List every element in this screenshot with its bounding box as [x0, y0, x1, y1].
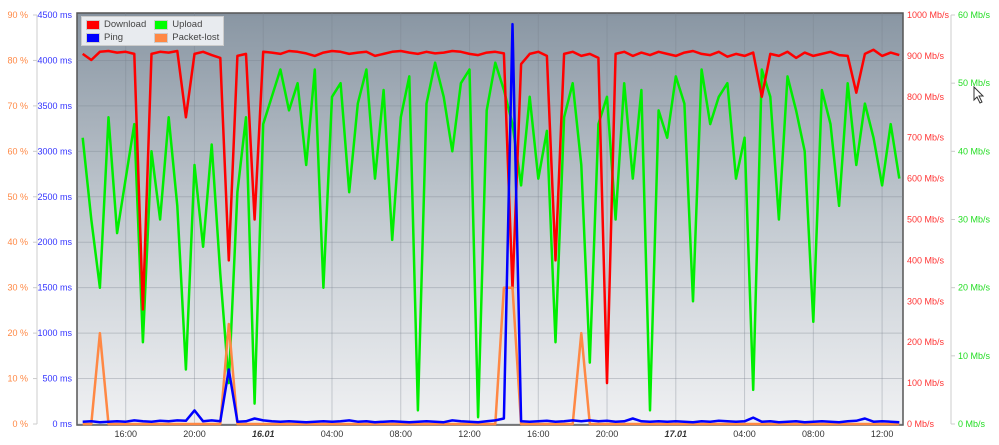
upload-tick-label: 20 Mb/s: [958, 283, 991, 293]
packet-loss-tick-label: 30 %: [7, 283, 28, 293]
packet-loss-tick-label: 60 %: [7, 146, 28, 156]
x-tick-label: 16.01: [252, 429, 275, 439]
download-tick-label: 700 Mb/s: [907, 133, 945, 143]
packet-loss-tick-label: 20 %: [7, 328, 28, 338]
upload-swatch: [154, 19, 169, 30]
ping-tick-label: 1500 ms: [37, 283, 72, 293]
download-swatch: [86, 19, 100, 30]
upload-tick-label: 10 Mb/s: [958, 351, 991, 361]
packet-loss-tick-label: 80 %: [7, 55, 28, 65]
packet-loss-tick-label: 90 %: [7, 10, 28, 20]
legend-label: Upload: [172, 19, 203, 30]
x-tick-label: 20:00: [183, 429, 206, 439]
packet-lost-swatch: [154, 32, 169, 43]
download-tick-label: 100 Mb/s: [907, 378, 945, 388]
upload-tick-label: 40 Mb/s: [958, 146, 991, 156]
ping-tick-label: 0 ms: [52, 419, 72, 429]
legend-label: Ping: [104, 32, 124, 43]
x-tick-label: 16:00: [114, 429, 137, 439]
packet-loss-tick-label: 50 %: [7, 192, 28, 202]
packet-loss-tick-label: 40 %: [7, 237, 28, 247]
legend-item-upload[interactable]: Upload: [154, 19, 219, 30]
upload-tick-label: 0 Mb/s: [958, 419, 986, 429]
legend-label: Packet-lost: [172, 32, 220, 43]
legend-item-ping[interactable]: Ping: [86, 32, 146, 43]
packet-loss-tick-label: 0 %: [12, 419, 28, 429]
download-tick-label: 400 Mb/s: [907, 255, 945, 265]
series-line-ping: [82, 22, 900, 424]
x-tick-label: 04:00: [321, 429, 344, 439]
ping-tick-label: 2500 ms: [37, 192, 72, 202]
x-tick-label: 08:00: [389, 429, 412, 439]
ping-tick-label: 3500 ms: [37, 101, 72, 111]
download-tick-label: 300 Mb/s: [907, 296, 945, 306]
x-tick-label: 16:00: [527, 429, 550, 439]
series-line-upload: [81, 61, 901, 419]
x-tick-label: 20:00: [596, 429, 619, 439]
ping-tick-label: 4000 ms: [37, 55, 72, 65]
upload-tick-label: 50 Mb/s: [958, 78, 991, 88]
packet-loss-tick-label: 70 %: [7, 101, 28, 111]
download-tick-label: 0 Mb/s: [907, 419, 935, 429]
download-tick-label: 800 Mb/s: [907, 92, 945, 102]
x-tick-label: 12:00: [871, 429, 894, 439]
series-line-packet-lost: [82, 286, 900, 426]
ping-tick-label: 1000 ms: [37, 328, 72, 338]
download-tick-label: 1000 Mb/s: [907, 10, 950, 20]
upload-tick-label: 30 Mb/s: [958, 215, 991, 225]
ping-tick-label: 500 ms: [42, 374, 72, 384]
legend-item-download[interactable]: Download: [86, 19, 146, 30]
download-tick-label: 200 Mb/s: [907, 337, 945, 347]
chart-legend: Download Upload Ping Packet-lost: [81, 16, 225, 46]
upload-tick-label: 60 Mb/s: [958, 10, 991, 20]
download-tick-label: 500 Mb/s: [907, 215, 945, 225]
x-tick-label: 08:00: [802, 429, 825, 439]
ping-tick-label: 2000 ms: [37, 237, 72, 247]
x-tick-label: 04:00: [733, 429, 756, 439]
mouse-cursor-icon: [973, 85, 985, 104]
legend-label: Download: [104, 19, 147, 30]
series-line-download: [81, 48, 900, 385]
download-tick-label: 900 Mb/s: [907, 51, 945, 61]
ping-tick-label: 4500 ms: [37, 10, 72, 20]
legend-item-packet-lost[interactable]: Packet-lost: [154, 32, 219, 43]
packet-loss-tick-label: 10 %: [7, 374, 28, 384]
x-tick-label: 17.01: [665, 429, 688, 439]
download-tick-label: 600 Mb/s: [907, 174, 945, 184]
x-tick-label: 12:00: [458, 429, 481, 439]
ping-swatch: [86, 32, 100, 43]
ping-tick-label: 3000 ms: [37, 146, 72, 156]
